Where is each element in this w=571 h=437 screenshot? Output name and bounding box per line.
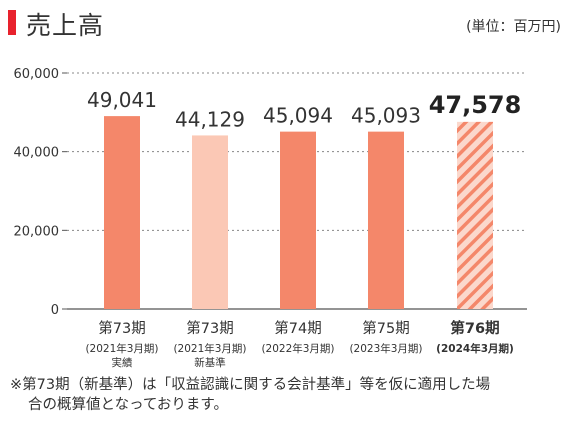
data-label: 49,041 — [87, 88, 157, 112]
category-sublabel: 新基準 — [194, 356, 226, 369]
category-sublabel: (2023年3月期) — [349, 342, 422, 355]
footnote-line-2: 合の概算値となっております。 — [28, 397, 228, 413]
bar — [192, 135, 228, 309]
bar — [104, 116, 140, 309]
footnote: ※第73期（新基準）は「収益認識に関する会計基準」等を仮に適用した場 合の概算値… — [10, 375, 565, 415]
category-sublabel: (2021年3月期) — [173, 342, 246, 355]
footnote-line-1: ※第73期（新基準）は「収益認識に関する会計基準」等を仮に適用した場 — [10, 377, 491, 393]
y-tick-label: 0 — [51, 303, 59, 318]
category-sublabel: 実績 — [112, 356, 133, 369]
title-accent-bar — [8, 10, 16, 35]
category-sublabel: (2022年3月期) — [261, 342, 334, 355]
unit-label: (単位：百万円) — [466, 19, 561, 35]
data-label: 47,578 — [429, 91, 522, 119]
y-tick-label: 60,000 — [14, 67, 60, 82]
bar — [457, 121, 493, 309]
category-label: 第75期 — [362, 319, 409, 337]
category-label: 第73期 — [186, 319, 233, 337]
category-label: 第74期 — [274, 319, 321, 337]
category-label: 第73期 — [98, 319, 145, 337]
category-label: 第76期 — [450, 319, 499, 337]
data-label: 44,129 — [175, 107, 245, 131]
category-sublabel: (2024年3月期) — [436, 342, 514, 355]
y-tick-label: 40,000 — [14, 146, 60, 161]
y-tick-label: 20,000 — [14, 224, 60, 239]
data-label: 45,094 — [263, 104, 333, 128]
page-title: 売上高 — [26, 11, 105, 40]
bar — [280, 131, 316, 309]
sales-bar-chart: 020,00040,00060,00049,041第73期(2021年3月期)実… — [14, 67, 527, 369]
bar — [368, 131, 404, 309]
data-label: 45,093 — [351, 104, 421, 128]
category-sublabel: (2021年3月期) — [85, 342, 158, 355]
